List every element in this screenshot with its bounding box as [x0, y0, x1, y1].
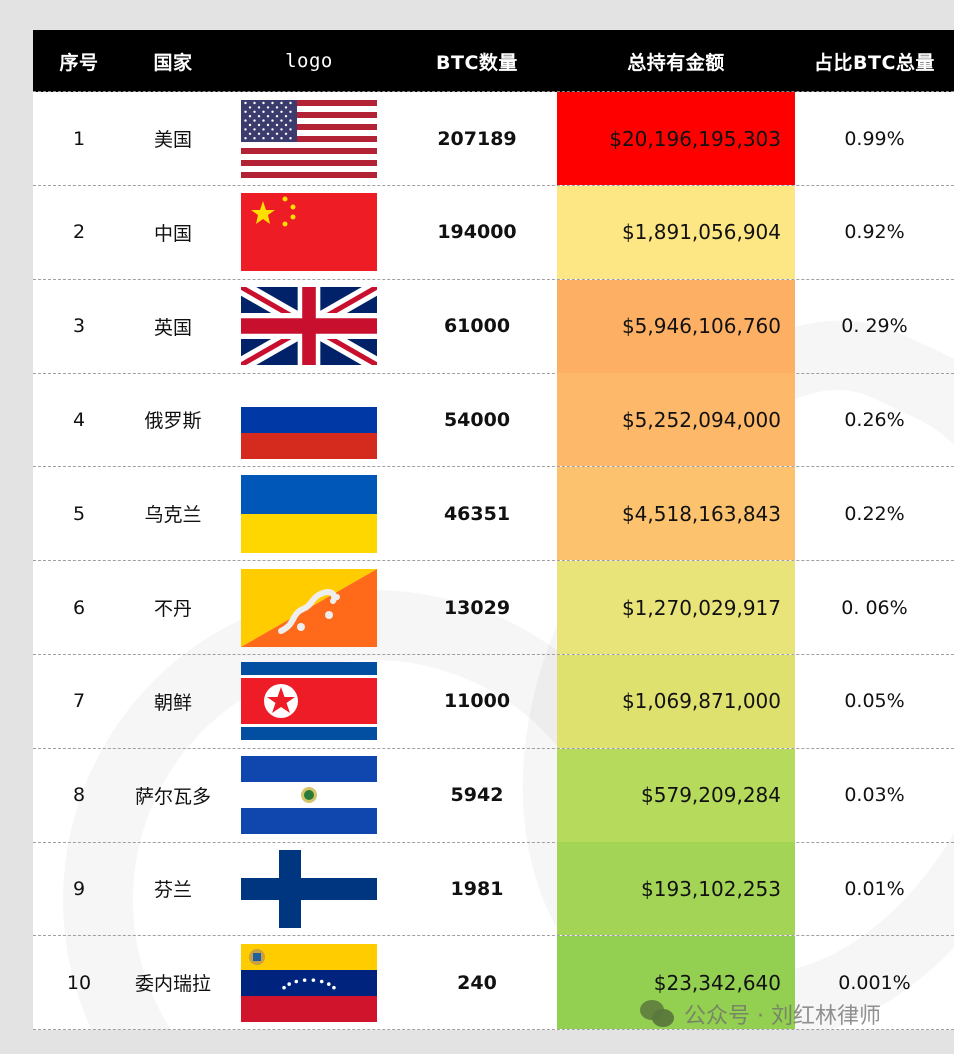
- row-btc: 5942: [450, 784, 504, 807]
- row-pct: 0.26%: [844, 408, 905, 431]
- usa-flag: [241, 99, 377, 178]
- table-row: 6 不丹 13029 $1,270,029,917 0. 06%: [33, 561, 954, 655]
- row-logo: [221, 936, 397, 1029]
- btc-holdings-table-page: 序号 国家 logo BTC数量 总持有金额 占比BTC总量 1 美国 2071…: [33, 30, 954, 1030]
- row-btc: 13029: [443, 596, 511, 619]
- table-row: 8 萨尔瓦多 5942 $579,209,284 0.03%: [33, 748, 954, 843]
- row-btc: 54000: [443, 408, 511, 431]
- row-logo: [221, 92, 397, 185]
- header-index: 序号: [59, 51, 99, 74]
- row-index: 4: [72, 408, 86, 431]
- row-country: 芬兰: [153, 879, 192, 902]
- row-btc: 11000: [443, 690, 511, 713]
- row-pct: 0.22%: [844, 502, 905, 525]
- table-row: 2 中国 194000 $1,891,056,904 0.92%: [33, 185, 954, 280]
- header-logo: logo: [285, 50, 333, 72]
- row-index: 2: [72, 221, 86, 244]
- row-pct: 0. 29%: [841, 315, 908, 338]
- row-btc: 61000: [443, 315, 511, 338]
- row-logo: [221, 186, 397, 279]
- watermark-text: 公众号 · 刘红林律师: [684, 1004, 881, 1029]
- row-btc: 46351: [443, 502, 511, 525]
- table-row: 1 美国 207189 $20,196,195,303 0.99%: [33, 92, 954, 186]
- row-amount: $1,891,056,904: [557, 185, 795, 279]
- table-header: 序号 国家 logo BTC数量 总持有金额 占比BTC总量: [33, 30, 954, 92]
- row-amount: $4,518,163,843: [557, 467, 795, 561]
- row-amount: $20,196,195,303: [557, 92, 795, 185]
- row-index: 7: [72, 690, 86, 713]
- row-logo: [221, 655, 397, 748]
- wechat-icon: [640, 1000, 676, 1028]
- row-country: 萨尔瓦多: [134, 785, 211, 808]
- header-btc: BTC数量: [436, 51, 518, 74]
- table-row: 7 朝鲜 11000 $1,069,871,000 0.05%: [33, 654, 954, 749]
- row-country: 乌克兰: [144, 504, 202, 527]
- row-index: 5: [72, 502, 86, 525]
- row-amount: $5,946,106,760: [557, 279, 795, 373]
- row-logo: [221, 280, 397, 373]
- row-amount: $579,209,284: [557, 748, 795, 842]
- row-country: 委内瑞拉: [134, 973, 211, 996]
- finland-flag: [241, 849, 377, 928]
- row-amount: $23,342,640: [557, 936, 795, 1030]
- china-flag: [241, 193, 377, 272]
- table-row: 3 英国 61000 $5,946,106,760 0. 29%: [33, 279, 954, 374]
- row-index: 6: [72, 596, 86, 619]
- row-logo: [221, 467, 397, 560]
- table-row: 5 乌克兰 46351 $4,518,163,843 0.22%: [33, 467, 954, 562]
- row-btc: 207189: [437, 127, 517, 150]
- row-country: 美国: [153, 129, 192, 151]
- header-pct: 占比BTC总量: [814, 51, 935, 74]
- table-row: 4 俄罗斯 54000 $5,252,094,000 0.26%: [33, 373, 954, 468]
- row-country: 不丹: [153, 598, 192, 620]
- row-btc: 240: [457, 971, 497, 994]
- row-pct: 0.99%: [844, 127, 905, 150]
- row-amount: $1,069,871,000: [557, 654, 795, 748]
- row-pct: 0.001%: [838, 971, 911, 994]
- row-amount: $193,102,253: [557, 842, 795, 936]
- row-country: 英国: [153, 316, 192, 339]
- row-index: 3: [72, 315, 86, 338]
- row-pct: 0.05%: [844, 690, 905, 713]
- header-country: 国家: [153, 51, 193, 74]
- table-row: 9 芬兰 1981 $193,102,253 0.01%: [33, 842, 954, 937]
- row-pct: 0.01%: [844, 877, 905, 900]
- row-logo: [221, 842, 397, 935]
- row-country: 俄罗斯: [144, 410, 202, 433]
- row-btc: 1981: [450, 877, 504, 900]
- row-btc: 194000: [437, 221, 517, 244]
- row-pct: 0. 06%: [841, 596, 908, 619]
- row-index: 9: [72, 877, 86, 900]
- row-index: 1: [72, 127, 86, 150]
- el-salvador-flag: [241, 756, 377, 835]
- russia-flag: [241, 380, 377, 459]
- row-index: 10: [66, 971, 92, 994]
- venezuela-flag: [241, 943, 377, 1022]
- wechat-watermark: 公众号 · 刘红林律师: [640, 998, 881, 1030]
- row-country: 中国: [153, 222, 192, 245]
- row-country: 朝鲜: [153, 691, 192, 714]
- row-amount: $1,270,029,917: [557, 561, 795, 654]
- north-korea-flag: [241, 662, 377, 741]
- row-logo: [221, 749, 397, 842]
- bhutan-flag: [241, 568, 377, 647]
- row-logo: [221, 373, 397, 466]
- row-logo: [221, 561, 397, 654]
- table-row: 10 委内瑞拉 240 $23,342,640 0.001%: [33, 936, 954, 1030]
- row-amount: $5,252,094,000: [557, 373, 795, 467]
- row-pct: 0.03%: [844, 784, 905, 807]
- uk-flag: [241, 287, 377, 366]
- ukraine-flag: [241, 474, 377, 553]
- header-amount: 总持有金额: [627, 51, 725, 74]
- row-index: 8: [72, 784, 86, 807]
- row-pct: 0.92%: [844, 221, 905, 244]
